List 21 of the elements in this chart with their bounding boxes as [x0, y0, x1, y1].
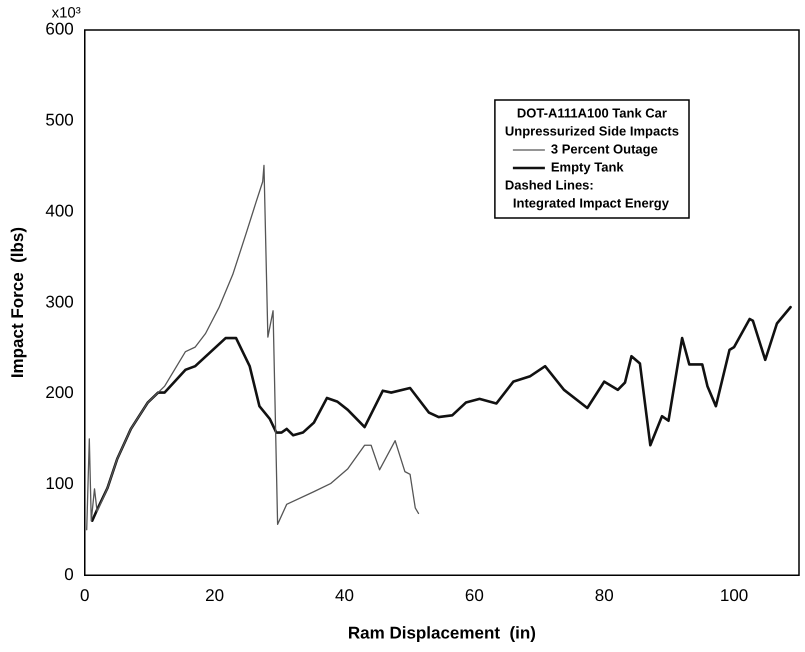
y-tick-label: 100 — [45, 474, 74, 494]
y-tick-label: 0 — [64, 564, 74, 584]
text: x10³ — [52, 4, 81, 22]
y-tick-label: 300 — [45, 292, 74, 312]
annotation: Dashed Lines: — [504, 178, 594, 193]
y-tick-label: 500 — [45, 110, 74, 130]
x-tick-label: 0 — [80, 586, 90, 606]
y-tick-label: 600 — [45, 20, 74, 39]
y-axis-title: Impact Force (lbs) — [8, 227, 27, 378]
legend-label: Empty Tank — [550, 160, 624, 175]
y-tick-label: 400 — [45, 201, 74, 220]
legend-label: 3 Percent Outage — [550, 142, 658, 157]
y-tick-label: 200 — [45, 383, 74, 402]
x-tick-label: 80 — [594, 586, 614, 606]
x-tick-label: 60 — [464, 586, 484, 606]
x-axis-title: Ram Displacement (in) — [348, 623, 536, 642]
x-tick-label: 40 — [335, 586, 354, 606]
x-tick-label: 100 — [720, 586, 748, 606]
legend-title: DOT-A111A100 Tank Car Unpressurized Side Impacts — [504, 106, 680, 139]
annotation: Integrated Impact Energy — [512, 196, 670, 211]
x-tick-label: 20 — [205, 586, 224, 606]
